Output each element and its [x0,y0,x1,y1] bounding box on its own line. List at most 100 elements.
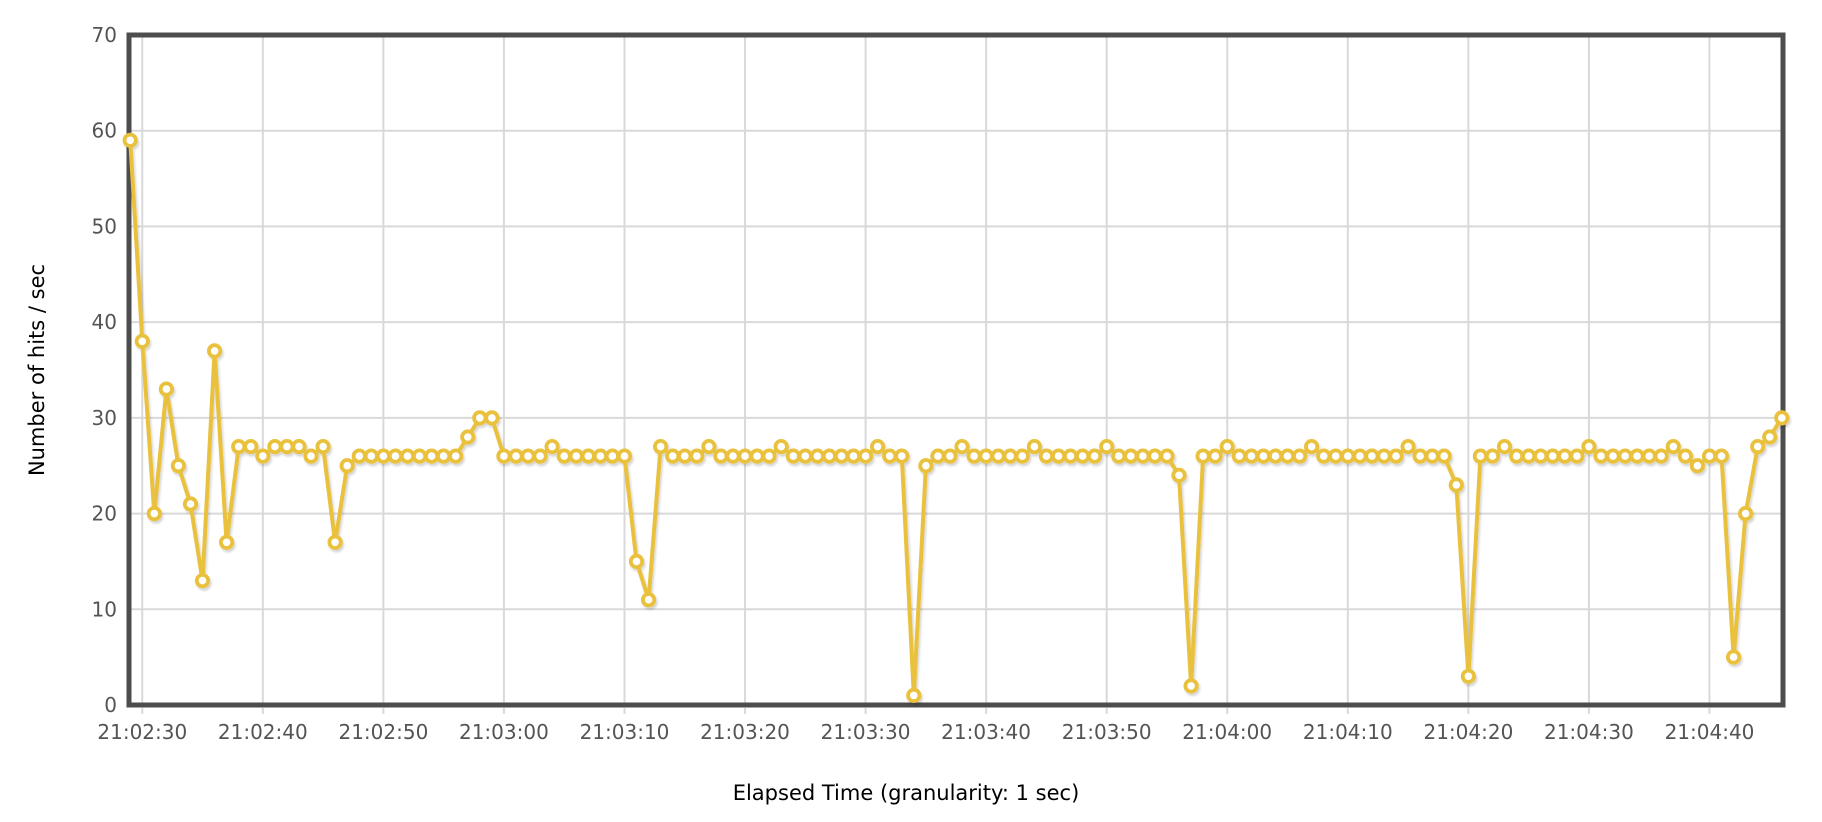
data-point-marker [291,438,307,455]
data-point-marker [146,505,162,522]
data-point-marker [1328,448,1344,464]
data-point-marker [1593,448,1609,464]
data-point-marker [1448,477,1464,493]
data-point-marker [628,553,645,570]
data-point-marker [1738,505,1754,522]
data-point-marker [809,448,826,464]
data-point-marker [1653,448,1669,464]
data-point-marker [303,448,319,464]
data-point-marker [267,438,283,455]
data-point-marker [255,448,271,464]
data-point-marker [544,438,560,455]
gridlines [129,35,1783,714]
data-point-marker [134,333,150,349]
data-point-marker [652,438,669,455]
data-point-marker [1424,448,1440,464]
data-point-marker [1545,448,1561,464]
data-point-marker [1171,467,1187,483]
data-point-marker [942,448,958,464]
data-point-marker [1075,448,1091,464]
data-point-marker [773,438,789,455]
data-point-marker [1267,448,1284,464]
data-point-marker [1292,448,1308,464]
data-point-marker [689,448,705,464]
data-point-marker [568,448,584,464]
data-point-marker [1364,448,1380,464]
data-point-marker [1689,458,1706,474]
data-point-marker [713,448,729,464]
data-point-marker [1460,668,1477,684]
data-point-marker [1207,448,1223,464]
data-point-marker [1605,448,1621,464]
data-point-marker [1087,448,1103,464]
data-point-marker [1677,448,1694,464]
data-point-marker [1533,448,1549,464]
data-point-marker [484,410,500,426]
data-point-marker [1376,448,1392,464]
data-point-marker [1002,448,1018,464]
hits-series [122,132,1790,704]
data-point-marker [1750,438,1766,455]
x-tick-label: 21:04:00 [1182,720,1272,744]
data-point-marker [351,448,367,464]
data-point-marker [616,448,633,464]
x-tick-label: 21:03:30 [821,720,911,744]
x-tick-label: 21:04:40 [1665,720,1755,744]
data-point-marker [1304,438,1320,455]
data-point-marker [1569,448,1585,464]
data-point-marker [882,448,898,464]
data-point-marker [532,448,548,464]
data-point-marker [411,448,428,464]
data-point-marker [496,448,512,464]
data-point-marker [906,687,922,704]
data-point-marker [231,438,247,455]
data-point-marker [375,448,391,464]
data-point-marker [472,410,488,426]
data-point-marker [725,448,741,464]
data-point-marker [604,448,621,464]
data-point-marker [1726,649,1742,665]
data-point-marker [797,448,813,464]
data-point-marker [1581,438,1597,455]
y-tick-label: 70 [92,23,117,47]
data-point-marker [219,534,235,550]
data-point-marker [1062,448,1079,464]
data-point-marker [435,448,452,464]
data-point-marker [1701,448,1718,464]
data-point-marker [315,438,331,455]
y-tick-label: 20 [92,502,117,526]
data-point-marker [1099,438,1115,455]
data-point-marker [1412,448,1428,464]
data-point-marker [761,448,777,464]
data-point-marker [677,448,693,464]
data-point-marker [1472,448,1489,464]
data-point-marker [1557,448,1573,464]
data-point-marker [640,592,657,608]
y-tick-label: 60 [92,119,117,143]
data-point-marker [1316,448,1332,464]
x-tick-label: 21:03:20 [700,720,790,744]
data-point-marker [182,496,199,512]
data-point-marker [556,448,572,464]
x-tick-label: 21:03:10 [580,720,670,744]
x-axis-title: Elapsed Time (granularity: 1 sec) [733,781,1080,805]
data-point-marker [665,448,681,464]
data-point-marker [701,438,717,455]
data-point-marker [1147,448,1163,464]
data-point-marker [592,448,609,464]
data-point-marker [857,448,874,464]
data-point-marker [170,458,186,474]
data-point-marker [580,448,596,464]
data-point-marker [339,458,355,474]
data-point-marker [1243,448,1260,464]
x-tick-label: 21:04:20 [1423,720,1513,744]
data-point-marker [894,448,910,464]
data-point-marker [1629,448,1645,464]
data-point-marker [1436,448,1452,464]
data-point-marker [1038,448,1055,464]
data-point-marker [1255,448,1272,464]
y-axis-title: Number of hits / sec [25,264,49,476]
data-point-marker [1135,448,1151,464]
